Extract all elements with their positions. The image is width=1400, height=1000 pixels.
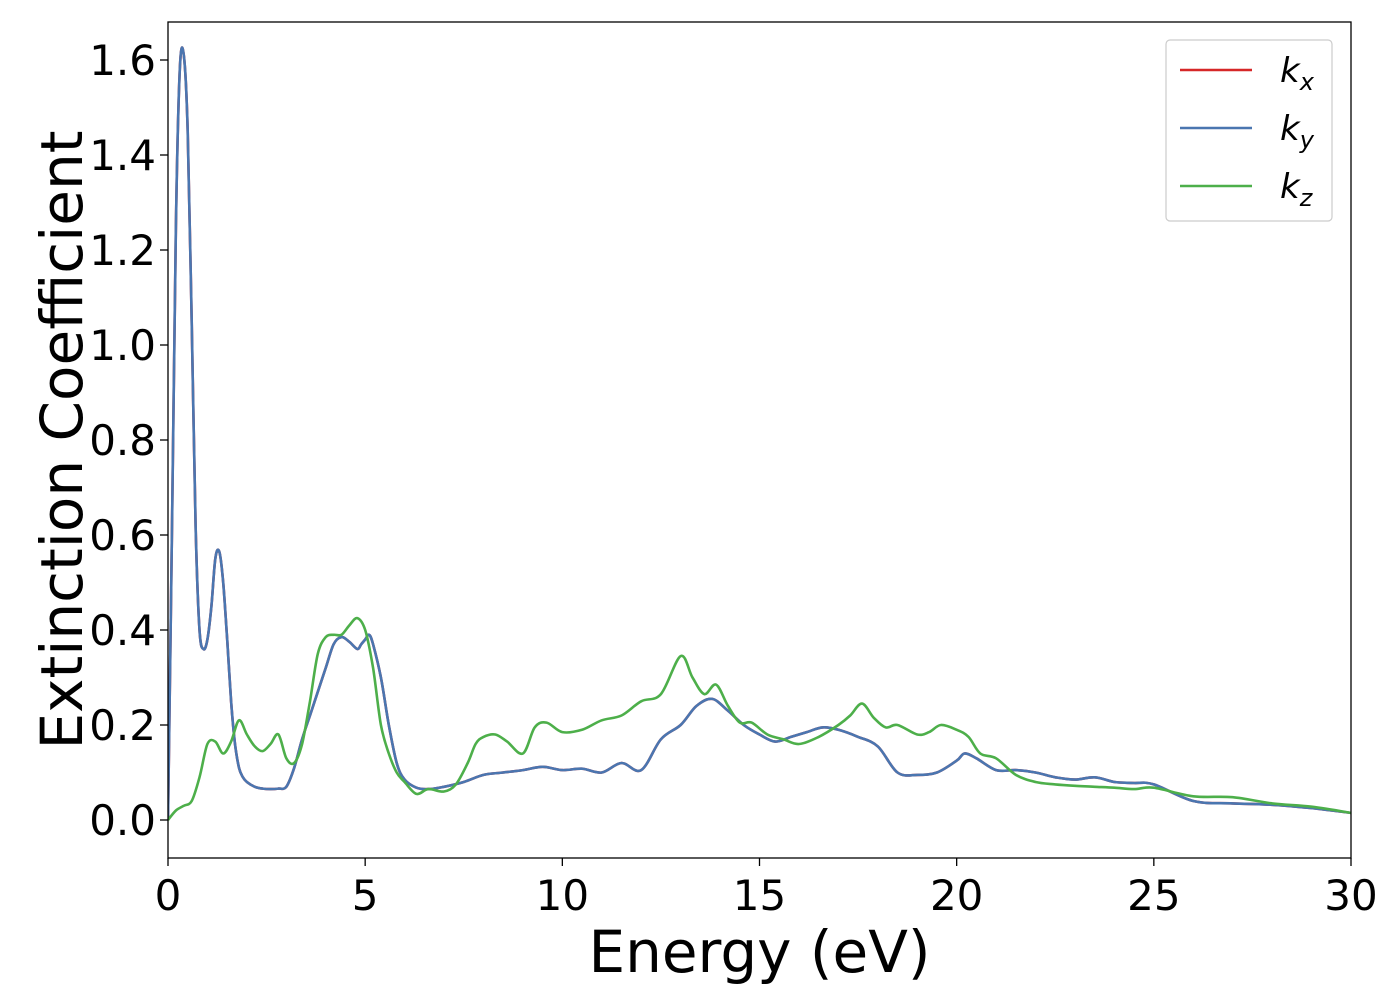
series-line-kz — [168, 616, 1351, 821]
legend-label-ky: ky — [1280, 109, 1315, 154]
x-tick-label: 30 — [1324, 871, 1377, 920]
x-tick-label: 5 — [352, 871, 379, 920]
x-tick-label: 25 — [1127, 871, 1180, 920]
y-tick-label: 0.4 — [89, 606, 156, 655]
legend-label-kx: kx — [1280, 51, 1315, 96]
legend: kx ky kz — [1165, 39, 1333, 222]
y-axis-title: Extinction Coefficient — [28, 131, 96, 750]
x-tick-label: 20 — [930, 871, 983, 920]
series-line-ky — [168, 46, 1351, 821]
y-tick-label: 1.4 — [89, 131, 156, 180]
x-tick-label: 10 — [536, 871, 589, 920]
x-axis-title: Energy (eV) — [588, 918, 930, 986]
y-tick-label: 0.6 — [89, 511, 156, 560]
y-tick-label: 0.8 — [89, 416, 156, 465]
y-tick-label: 0.0 — [89, 796, 156, 845]
x-tick-label: 0 — [155, 871, 182, 920]
x-tick-label: 15 — [733, 871, 786, 920]
legend-box — [1165, 39, 1333, 222]
y-tick-label: 0.2 — [89, 701, 156, 750]
y-tick-label: 1.6 — [89, 36, 156, 85]
plot-lines — [168, 46, 1351, 821]
x-axis-ticks: 0 5 10 15 20 25 30 — [155, 858, 1378, 920]
y-tick-label: 1.0 — [89, 321, 156, 370]
y-tick-label: 1.2 — [89, 226, 156, 275]
legend-label-kz: kz — [1280, 167, 1314, 212]
y-axis-ticks: 0.0 0.2 0.4 0.6 0.8 1.0 1.2 1.4 1.6 — [89, 36, 168, 845]
